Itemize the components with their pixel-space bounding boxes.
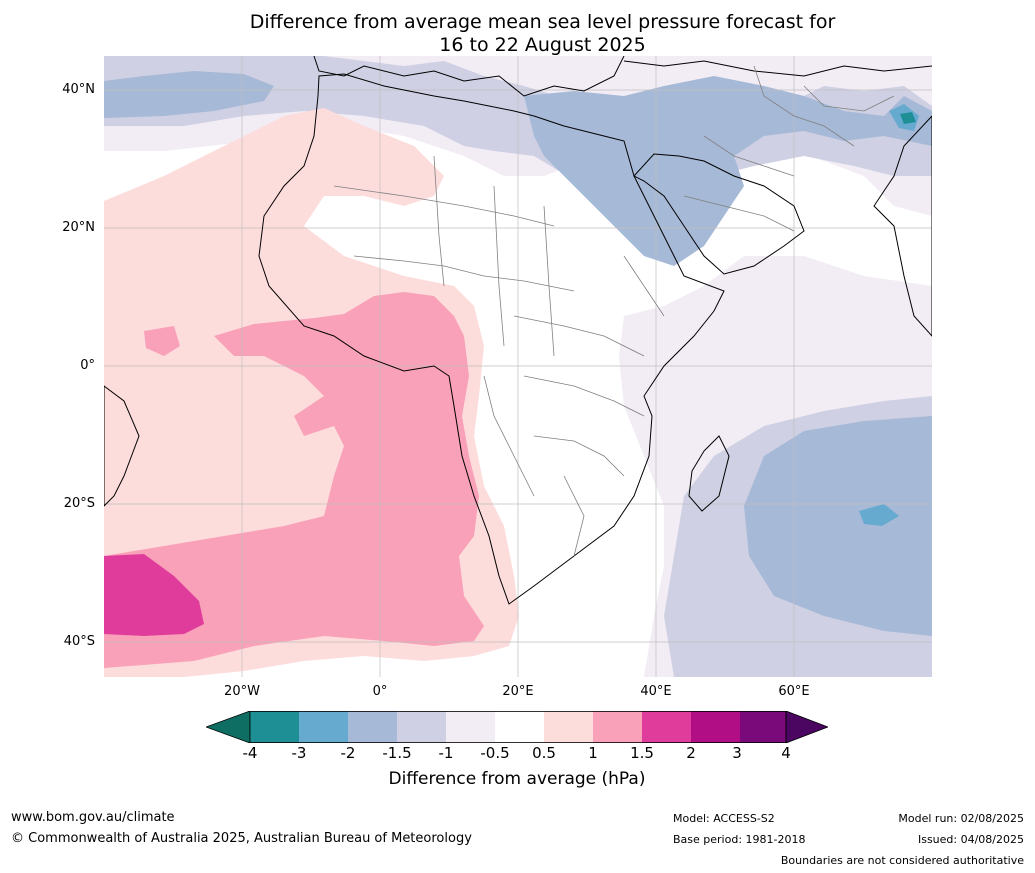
arabia-coastline: [633, 153, 805, 275]
lat-label-0: 0°: [80, 358, 95, 373]
footer-website-link[interactable]: www.bom.gov.au/climate: [11, 810, 175, 825]
anomaly-region-atlantic-neg15: [104, 71, 274, 118]
anomaly-region-indian-neg15: [744, 416, 932, 636]
anomaly-region-gulf-blob: [144, 326, 180, 356]
colorbar-bin-pos2: [691, 711, 740, 743]
country-borders: [333, 65, 895, 557]
colorbar-bin-pos15: [642, 711, 691, 743]
colorbar-bin-neg15: [397, 711, 446, 743]
lon-label-40e: 40°E: [640, 684, 672, 699]
colorbar-tick: 3: [732, 744, 742, 762]
map-title-line1: Difference from average mean sea level p…: [249, 11, 836, 33]
colorbar: [206, 711, 828, 743]
anomaly-region-caucasus-neg3: [900, 112, 916, 124]
colorbar-bin-pos05: [544, 711, 593, 743]
colorbar-tick: 1.5: [630, 744, 654, 762]
lat-label-20s: 20°S: [63, 496, 95, 511]
footer-copyright: © Commonwealth of Australia 2025, Austra…: [11, 831, 472, 846]
footer-model-run: Model run: 02/08/2025: [898, 812, 1024, 825]
madagascar-coastline: [688, 435, 730, 512]
lon-label-20e: 20°E: [502, 684, 534, 699]
colorbar-tick: 2: [686, 744, 696, 762]
colorbar-tick: 4: [781, 744, 791, 762]
colorbar-extend-low: [206, 711, 251, 743]
lon-label-20w: 20°W: [224, 684, 260, 699]
colorbar-bin-neg05: [495, 711, 544, 743]
colorbar-tick: -4: [242, 744, 258, 762]
south-america-coastline: [104, 385, 140, 507]
footer-model: Model: ACCESS-S2: [673, 812, 775, 825]
anomaly-region-indian-neg2: [859, 504, 899, 526]
lon-label-60e: 60°E: [778, 684, 810, 699]
colorbar-tick: -3: [291, 744, 307, 762]
europe-coastline-east: [623, 60, 932, 77]
colorbar-bin-neg2: [348, 711, 397, 743]
colorbar-outline: [249, 711, 787, 743]
lat-label-40s: 40°S: [63, 634, 95, 649]
colorbar-bin-neg1: [446, 711, 495, 743]
coastlines: [104, 56, 932, 605]
colorbar-tick: -2: [340, 744, 356, 762]
map-title-line2: 16 to 22 August 2025: [439, 34, 646, 56]
europe-coastline: [313, 56, 625, 97]
colorbar-bin-neg4: [250, 711, 299, 743]
colorbar-bin-neg3: [299, 711, 348, 743]
pressure-anomaly-map: [104, 56, 932, 677]
colorbar-tick: -1.5: [382, 744, 412, 762]
colorbar-bin-pos1: [593, 711, 642, 743]
anomaly-region-gulf-pos1: [104, 292, 484, 668]
colorbar-tick: -1: [438, 744, 454, 762]
colorbar-title: Difference from average (hPa): [388, 769, 646, 789]
lat-label-40n: 40°N: [62, 82, 95, 97]
anomaly-region-mideast-neg15: [524, 76, 932, 266]
colorbar-extend-high: [785, 711, 828, 743]
colorbar-tick: 0.5: [532, 744, 556, 762]
footer-disclaimer: Boundaries are not considered authoritat…: [780, 854, 1024, 867]
colorbar-bin-pos3: [740, 711, 786, 743]
lon-label-0: 0°: [372, 684, 388, 699]
footer-issued: Issued: 04/08/2025: [917, 833, 1024, 846]
map-canvas: [104, 56, 932, 677]
map-gridlines: [104, 56, 932, 677]
lat-label-20n: 20°N: [62, 220, 95, 235]
footer-base-period: Base period: 1981-2018: [673, 833, 806, 846]
anomaly-region-southatlantic-pos15: [104, 554, 204, 636]
india-coastline: [873, 115, 932, 337]
colorbar-tick: -0.5: [480, 744, 510, 762]
africa-coastline: [258, 73, 725, 605]
colorbar-tick: 1: [588, 744, 598, 762]
